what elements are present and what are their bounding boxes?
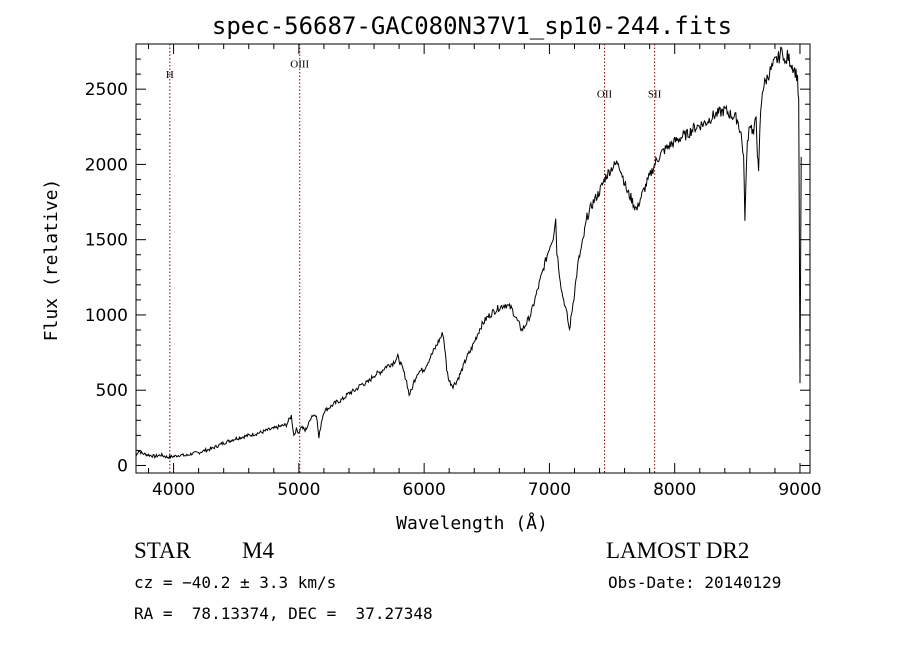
y-tick-label: 1000	[85, 306, 128, 326]
x-tick-label: 9000	[778, 480, 821, 500]
x-tick-label: 7000	[528, 480, 571, 500]
x-axis-label: Wavelength (Å)	[396, 512, 548, 534]
x-tick-label: 5000	[277, 480, 320, 500]
plot-area: 4000 5000 6000 7000 8000 9000 0 500 1000 1500 2000…	[85, 43, 822, 500]
object-subclass: M4	[242, 538, 274, 563]
y-tick-label: 2500	[85, 80, 128, 100]
object-class: STAR	[134, 538, 191, 563]
survey-name: LAMOST DR2	[606, 538, 750, 563]
x-tick-label: 4000	[152, 480, 195, 500]
y-tick-label: 500	[96, 381, 128, 401]
y-axis-label: Flux (relative)	[41, 179, 62, 342]
observation-date: Obs-Date: 20140129	[608, 573, 782, 592]
reference-line-label: OII	[597, 89, 613, 101]
coordinates: RA = 78.13374, DEC = 37.27348	[134, 604, 433, 623]
x-tick-label: 8000	[653, 480, 696, 500]
plot-frame	[135, 43, 811, 474]
y-tick-label: 1500	[85, 231, 128, 251]
spectrum-line	[135, 46, 802, 460]
chart-title: spec-56687-GAC080N37V1_sp10-244.fits	[212, 12, 732, 40]
reference-line-label: OIII	[290, 59, 309, 71]
reference-line-label: SII	[648, 89, 662, 101]
redshift-cz: cz = −40.2 ± 3.3 km/s	[134, 573, 337, 592]
y-tick-label: 0	[117, 456, 128, 476]
y-tick-label: 2000	[85, 155, 128, 175]
x-tick-label: 6000	[403, 480, 446, 500]
reference-line-label: H	[166, 69, 174, 81]
